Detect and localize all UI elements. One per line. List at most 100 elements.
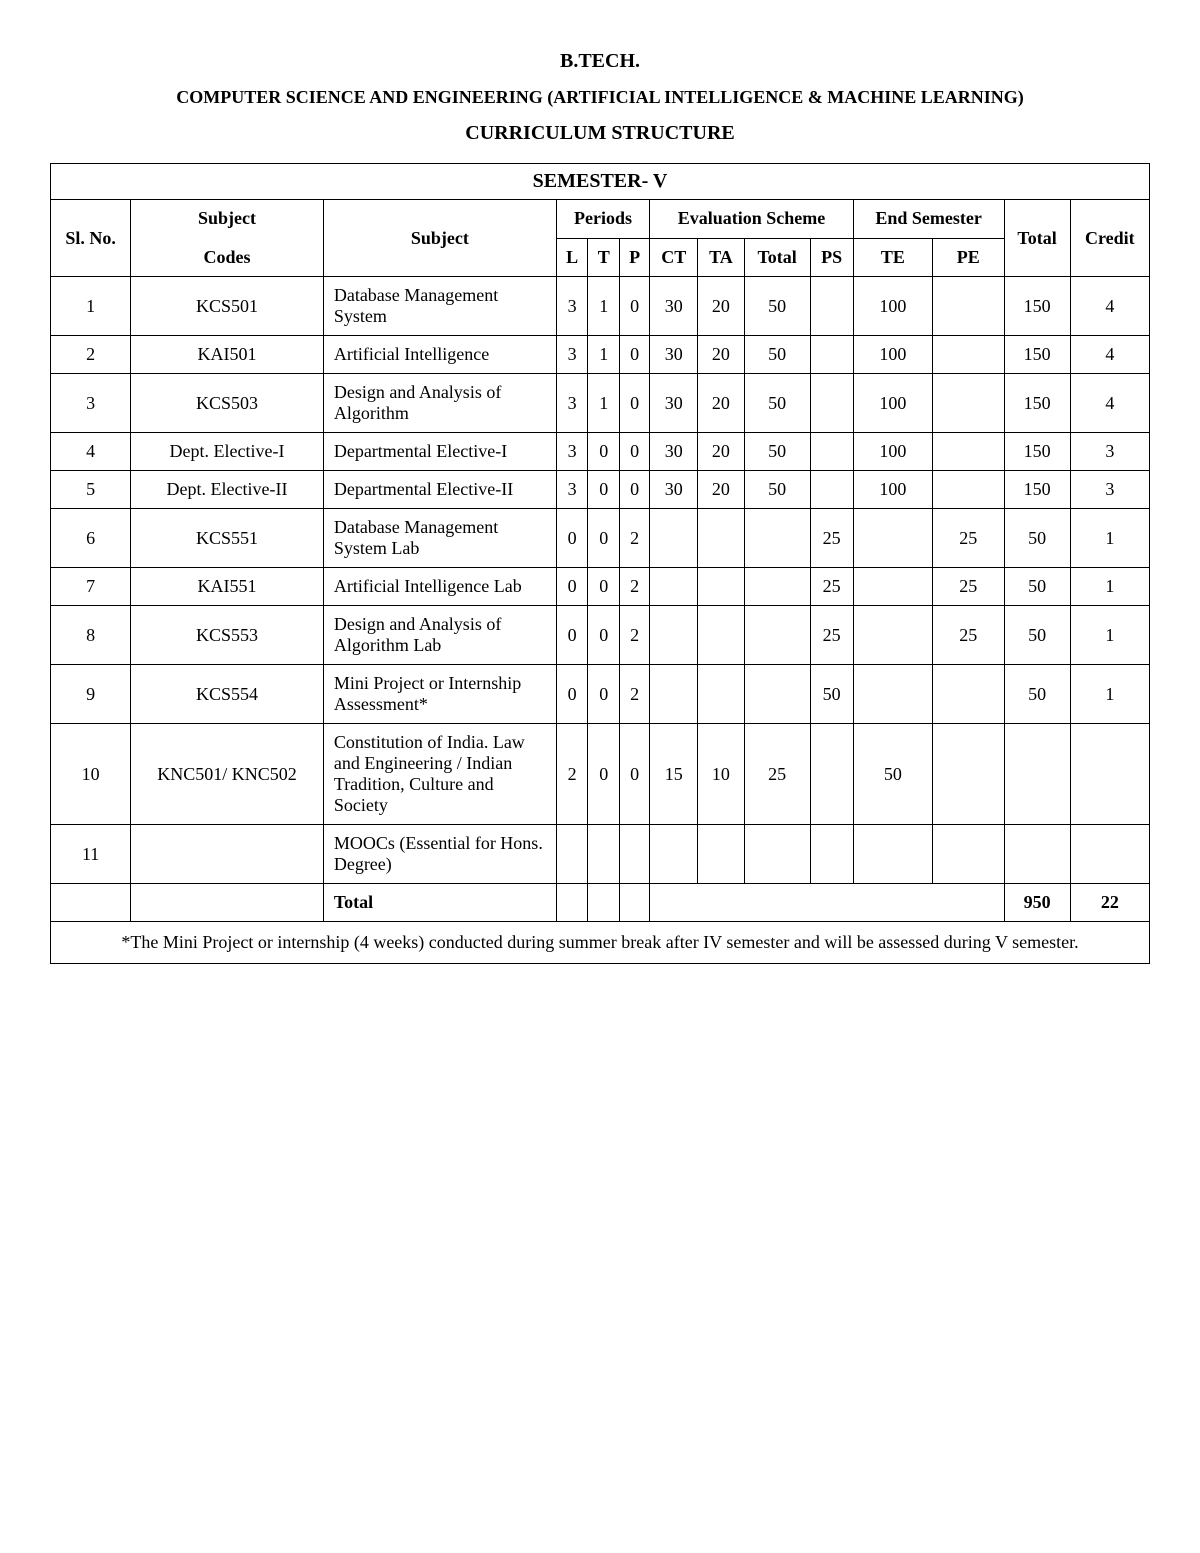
- cell-T: 0: [588, 433, 620, 471]
- cell-TA: [698, 825, 744, 884]
- cell-sl: 4: [51, 433, 131, 471]
- cell-PE: [933, 724, 1005, 825]
- cell-TA: [698, 568, 744, 606]
- cell-PS: [810, 277, 853, 336]
- cell-L: 0: [556, 568, 588, 606]
- cell-CT: 30: [650, 374, 698, 433]
- cell-PS: [810, 374, 853, 433]
- cell-TE: [853, 825, 932, 884]
- cell-sl: 5: [51, 471, 131, 509]
- footnote-row: *The Mini Project or internship (4 weeks…: [51, 922, 1150, 964]
- cell-TE: [853, 568, 932, 606]
- cell-ESTotal: [744, 509, 810, 568]
- cell-PE: 25: [933, 606, 1005, 665]
- cell-TE: 100: [853, 336, 932, 374]
- cell-CT: 30: [650, 433, 698, 471]
- cell-P: 2: [619, 568, 649, 606]
- curriculum-title: CURRICULUM STRUCTURE: [50, 122, 1150, 145]
- cell-ESTotal: 50: [744, 471, 810, 509]
- cell-Credit: 1: [1070, 665, 1149, 724]
- cell-subject: Design and Analysis of Algorithm Lab: [323, 606, 556, 665]
- cell-P: 0: [619, 471, 649, 509]
- cell-code: KNC501/ KNC502: [131, 724, 324, 825]
- cell-TE: [853, 509, 932, 568]
- cell-PE: [933, 336, 1005, 374]
- col-ES-Total: Total: [744, 238, 810, 277]
- degree-heading: B.TECH.: [50, 50, 1150, 73]
- table-row: 11 MOOCs (Essential for Hons. Degree): [51, 825, 1150, 884]
- cell-TA: 20: [698, 277, 744, 336]
- cell-ESTotal: [744, 606, 810, 665]
- col-sl-no: Sl. No.: [51, 200, 131, 277]
- cell-PE: 25: [933, 568, 1005, 606]
- cell-Credit: 1: [1070, 509, 1149, 568]
- cell-L: 3: [556, 336, 588, 374]
- cell-Credit: 1: [1070, 606, 1149, 665]
- cell-ESTotal: 50: [744, 374, 810, 433]
- cell-subject: Departmental Elective-II: [323, 471, 556, 509]
- cell-code: KCS554: [131, 665, 324, 724]
- cell-Total: 50: [1004, 606, 1070, 665]
- cell-T: 0: [588, 509, 620, 568]
- cell-subject: Mini Project or Internship Assessment*: [323, 665, 556, 724]
- cell-CT: 30: [650, 277, 698, 336]
- col-T: T: [588, 238, 620, 277]
- cell-Total: 50: [1004, 568, 1070, 606]
- cell-PE: [933, 277, 1005, 336]
- cell-T: 0: [588, 606, 620, 665]
- cell-sl: 6: [51, 509, 131, 568]
- col-PE: PE: [933, 238, 1005, 277]
- cell-sl: 7: [51, 568, 131, 606]
- cell-sl: 8: [51, 606, 131, 665]
- cell-P: 0: [619, 374, 649, 433]
- cell-P: 0: [619, 336, 649, 374]
- col-P: P: [619, 238, 649, 277]
- footnote: *The Mini Project or internship (4 weeks…: [51, 922, 1150, 964]
- cell-ESTotal: [744, 665, 810, 724]
- cell-TE: [853, 606, 932, 665]
- cell-T: 1: [588, 336, 620, 374]
- curriculum-table: SEMESTER- V Sl. No. Subject Codes Subjec…: [50, 163, 1150, 964]
- cell-subject: Design and Analysis of Algorithm: [323, 374, 556, 433]
- col-TA: TA: [698, 238, 744, 277]
- cell-PE: [933, 374, 1005, 433]
- cell-PS: [810, 433, 853, 471]
- cell-L: 2: [556, 724, 588, 825]
- cell-TA: 10: [698, 724, 744, 825]
- cell-code: KCS501: [131, 277, 324, 336]
- cell-ESTotal: 25: [744, 724, 810, 825]
- col-subject-codes-bottom: Codes: [137, 247, 317, 268]
- cell-sl: 11: [51, 825, 131, 884]
- cell-subject: Database Management System: [323, 277, 556, 336]
- cell-TA: [698, 606, 744, 665]
- cell-sl: 9: [51, 665, 131, 724]
- cell-L: 3: [556, 471, 588, 509]
- cell-PE: 25: [933, 509, 1005, 568]
- cell-subject: Constitution of India. Law and Engineeri…: [323, 724, 556, 825]
- cell-sl: 1: [51, 277, 131, 336]
- col-evaluation-scheme: Evaluation Scheme: [650, 200, 853, 239]
- cell-TA: 20: [698, 374, 744, 433]
- cell-P: 0: [619, 433, 649, 471]
- cell-TE: 100: [853, 277, 932, 336]
- table-row: 7KAI551Artificial Intelligence Lab002252…: [51, 568, 1150, 606]
- cell-ESTotal: 50: [744, 433, 810, 471]
- cell-TA: 20: [698, 433, 744, 471]
- cell-CT: 30: [650, 471, 698, 509]
- cell-subject: MOOCs (Essential for Hons. Degree): [323, 825, 556, 884]
- cell-PS: 25: [810, 606, 853, 665]
- total-row: Total95022: [51, 884, 1150, 922]
- cell-CT: [650, 665, 698, 724]
- cell-CT: [650, 606, 698, 665]
- table-row: 10 KNC501/ KNC502Constitution of India. L…: [51, 724, 1150, 825]
- cell-PS: 50: [810, 665, 853, 724]
- col-CT: CT: [650, 238, 698, 277]
- cell-Total: 50: [1004, 509, 1070, 568]
- col-subject-codes: Subject Codes: [131, 200, 324, 277]
- cell-Credit: 4: [1070, 336, 1149, 374]
- cell-ESTotal: [744, 825, 810, 884]
- cell-Total: 50: [1004, 665, 1070, 724]
- cell-Total: [1004, 724, 1070, 825]
- cell-PS: [810, 471, 853, 509]
- table-row: 3KCS503Design and Analysis of Algorithm3…: [51, 374, 1150, 433]
